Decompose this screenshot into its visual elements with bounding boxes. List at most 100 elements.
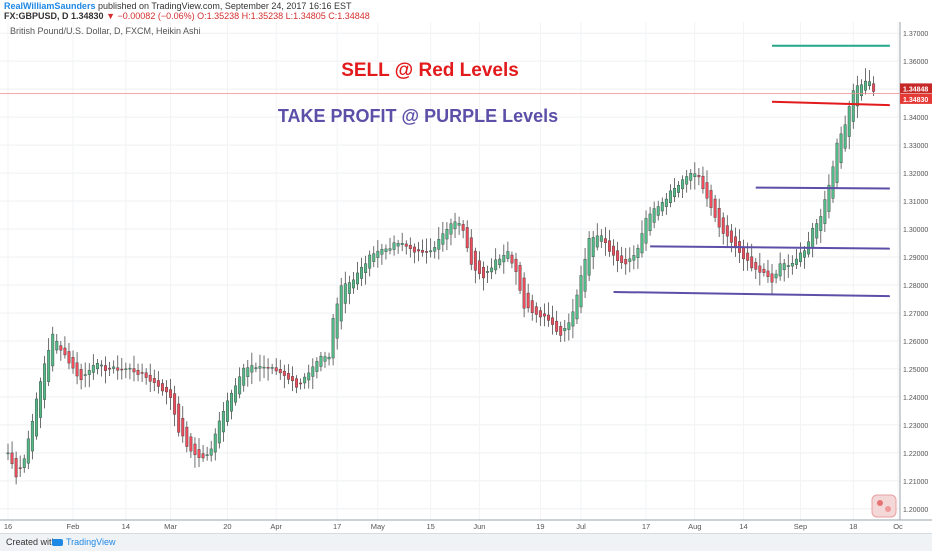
candle-body bbox=[782, 263, 786, 271]
candle-body bbox=[831, 166, 835, 199]
candle-body bbox=[664, 198, 668, 207]
candle-body bbox=[67, 351, 71, 364]
levels-layer bbox=[0, 44, 900, 298]
candle-body bbox=[299, 382, 303, 385]
candle-body bbox=[274, 367, 278, 372]
candle-body bbox=[697, 175, 701, 178]
candle-body bbox=[388, 248, 392, 251]
candle-body bbox=[473, 250, 477, 271]
candle-body bbox=[567, 322, 571, 330]
price-tick-label: 1.34000 bbox=[903, 115, 928, 122]
candle-body bbox=[34, 398, 38, 437]
price-label-box bbox=[900, 83, 932, 94]
candle-body bbox=[380, 248, 384, 255]
candle-body bbox=[108, 367, 112, 370]
candle-body bbox=[498, 258, 502, 266]
candle-body bbox=[169, 389, 173, 398]
candle-body bbox=[266, 366, 270, 369]
price-labels: 1.34848 1.34830 bbox=[900, 83, 932, 104]
candle-body bbox=[839, 133, 843, 164]
candle-body bbox=[104, 365, 107, 371]
candle-body bbox=[213, 433, 217, 453]
time-tick-label: 19 bbox=[536, 522, 544, 531]
price-tick-label: 1.37000 bbox=[903, 31, 928, 38]
candle-body bbox=[526, 292, 530, 309]
candle-body bbox=[63, 347, 67, 356]
price-tick-label: 1.22000 bbox=[903, 451, 928, 458]
candle-body bbox=[542, 313, 546, 317]
candle-body bbox=[303, 376, 307, 384]
candle-body bbox=[563, 328, 567, 332]
published-text: published on TradingView.com, September … bbox=[97, 1, 352, 11]
candle-body bbox=[71, 357, 75, 369]
candle-body bbox=[291, 376, 294, 382]
price-tick-label: 1.23000 bbox=[903, 423, 928, 430]
price-tick-label: 1.27000 bbox=[903, 311, 928, 318]
candle-body bbox=[872, 83, 876, 92]
candle-body bbox=[335, 303, 339, 339]
candle-body bbox=[746, 252, 750, 261]
candle-body bbox=[75, 362, 79, 377]
candle-body bbox=[286, 373, 290, 380]
candle-body bbox=[632, 255, 636, 261]
candle-body bbox=[91, 365, 95, 373]
candle-body bbox=[823, 199, 827, 224]
publish-line: RealWilliamSaunders published on Trading… bbox=[4, 1, 351, 11]
candle-body bbox=[652, 208, 656, 223]
candle-body bbox=[453, 221, 457, 230]
candle-body bbox=[156, 380, 160, 387]
candle-body bbox=[799, 252, 802, 263]
candle-body bbox=[522, 277, 526, 309]
watermark-icon bbox=[871, 494, 897, 518]
candle-body bbox=[733, 236, 737, 247]
time-tick-label: Mar bbox=[164, 522, 177, 531]
ohlc-values: O:1.35238 H:1.35238 L:1.34805 C:1.34848 bbox=[197, 11, 370, 21]
last-price: 1.34830 bbox=[71, 11, 104, 21]
candle-body bbox=[433, 247, 437, 252]
candle-body bbox=[575, 294, 579, 320]
symbol-label[interactable]: FX:GBPUSD, D bbox=[4, 11, 69, 21]
candle-body bbox=[26, 438, 30, 464]
candle-body bbox=[636, 247, 640, 258]
candle-body bbox=[242, 367, 246, 386]
candle-body bbox=[794, 258, 798, 265]
price-label: 1.34848 bbox=[903, 86, 928, 93]
time-tick-label: Oc bbox=[893, 522, 903, 531]
candle-body bbox=[482, 266, 485, 279]
candle-body bbox=[811, 228, 815, 249]
tradingview-brand: TradingView bbox=[66, 537, 116, 547]
candle-body bbox=[859, 84, 863, 97]
candle-body bbox=[445, 229, 449, 240]
take-profit-level-line bbox=[755, 186, 890, 190]
candle-body bbox=[10, 452, 14, 464]
candle-body bbox=[660, 202, 664, 212]
candle-body bbox=[177, 403, 181, 433]
candle-body bbox=[579, 275, 583, 308]
candle-body bbox=[510, 254, 514, 264]
candle-body bbox=[713, 198, 717, 218]
time-tick-label: 20 bbox=[223, 522, 231, 531]
candle-body bbox=[311, 366, 315, 377]
candle-body bbox=[612, 245, 615, 256]
time-tick-label: Feb bbox=[67, 522, 80, 531]
candle-body bbox=[465, 227, 469, 249]
candle-body bbox=[22, 458, 26, 469]
candle-body bbox=[608, 240, 611, 252]
candle-body bbox=[803, 250, 806, 258]
candle-body bbox=[778, 263, 782, 277]
candle-body bbox=[429, 250, 433, 253]
candle-body bbox=[140, 372, 144, 374]
tradingview-link[interactable]: TradingView bbox=[52, 537, 116, 547]
candle-body bbox=[518, 265, 522, 291]
author-link[interactable]: RealWilliamSaunders bbox=[4, 1, 96, 11]
down-arrow-icon: ▼ bbox=[106, 11, 116, 21]
candle-body bbox=[347, 282, 351, 294]
candle-body bbox=[673, 188, 676, 198]
time-tick-label: 14 bbox=[739, 522, 747, 531]
candle-body bbox=[225, 400, 229, 422]
candle-body bbox=[701, 175, 705, 190]
candle-body bbox=[742, 246, 746, 260]
candle-body bbox=[624, 258, 628, 265]
candle-body bbox=[843, 124, 847, 149]
